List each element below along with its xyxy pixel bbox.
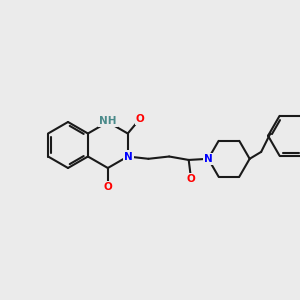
Text: O: O	[103, 182, 112, 192]
Text: O: O	[187, 174, 195, 184]
Text: O: O	[136, 114, 145, 124]
Text: NH: NH	[99, 116, 117, 126]
Text: N: N	[204, 154, 213, 164]
Text: N: N	[124, 152, 133, 161]
